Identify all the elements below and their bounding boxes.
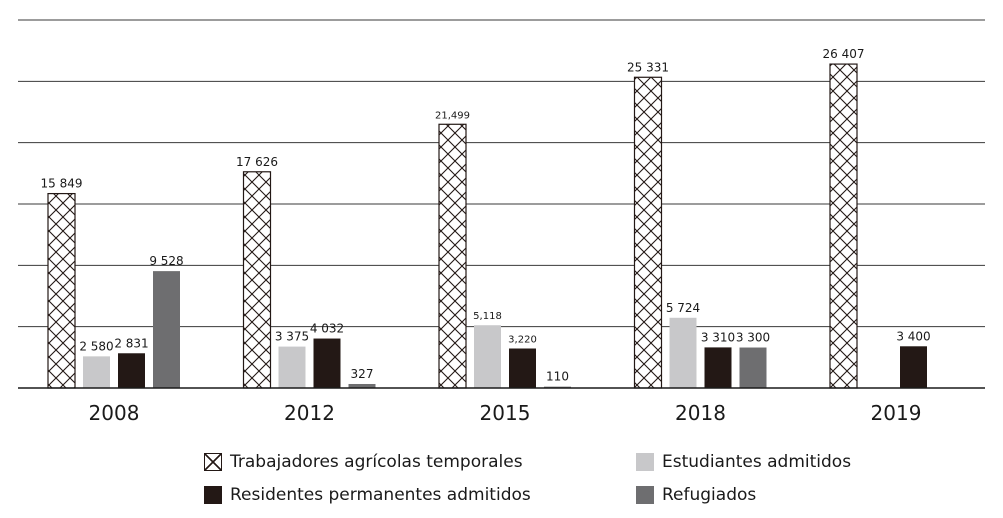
legend-item-refugiados: Refugiados [636, 485, 756, 505]
legend-label-estudiantes: Estudiantes admitidos [662, 452, 852, 472]
value-label-2015-series-0: 21,499 [435, 110, 470, 121]
legend-swatch-trabajadores [204, 453, 222, 471]
value-label-2015-series-2: 3,220 [508, 335, 537, 346]
legend-swatch-residentes [204, 486, 222, 504]
value-label-2018-series-2: 3 310 [701, 330, 735, 344]
x-tick-label-2018: 2018 [675, 401, 726, 425]
bar-2018-series-1 [669, 317, 697, 388]
legend-item-estudiantes: Estudiantes admitidos [636, 452, 851, 472]
x-tick-label-2015: 2015 [480, 401, 531, 425]
value-label-2012-series-3: 327 [351, 367, 374, 381]
value-label-2012-series-0: 17 626 [236, 155, 278, 169]
legend-swatch-refugiados [636, 486, 654, 504]
value-label-2019-series-0: 26 407 [823, 47, 865, 61]
bar-2018-series-2 [704, 347, 732, 388]
value-label-2018-series-0: 25 331 [627, 60, 669, 74]
bar-2012-series-1 [278, 346, 306, 388]
legend-item-trabajadores: Trabajadores agrícolas temporales [204, 452, 523, 472]
value-label-2012-series-2: 4 032 [310, 322, 344, 336]
value-label-2012-series-1: 3 375 [275, 330, 309, 344]
x-tick-label-2019: 2019 [871, 401, 922, 425]
bar-2015-series-0 [438, 123, 467, 389]
value-label-2008-series-3: 9 528 [149, 254, 183, 268]
bar-2019-series-2 [900, 346, 927, 388]
legend-label-residentes: Residentes permanentes admitidos [230, 485, 531, 505]
bar-2018-series-0 [633, 76, 663, 389]
x-axis: 2008 2012 2015 2018 2019 [18, 387, 985, 425]
bar-2019-series-0 [829, 63, 858, 389]
bar-2008-series-2 [118, 353, 145, 388]
value-label-2008-series-1: 2 580 [79, 339, 113, 353]
legend-label-trabajadores: Trabajadores agrícolas temporales [230, 452, 523, 472]
bar-2012-series-3 [348, 383, 376, 388]
value-label-2008-series-0: 15 849 [41, 177, 83, 191]
bar-2012-series-2 [313, 338, 341, 388]
x-tick-label-2008: 2008 [89, 401, 140, 425]
legend-item-residentes: Residentes permanentes admitidos [204, 485, 531, 505]
value-label-2018-series-3: 3 300 [736, 331, 770, 345]
legend-label-refugiados: Refugiados [662, 485, 757, 505]
value-label-2018-series-1: 5 724 [666, 301, 700, 315]
bar-2015-series-1 [474, 325, 501, 388]
bar-2012-series-0 [242, 171, 272, 389]
bar-2015-series-2 [509, 348, 536, 388]
value-label-2008-series-2: 2 831 [114, 336, 148, 350]
bar-2018-series-3 [739, 347, 767, 388]
bar-2008-series-3 [153, 271, 180, 388]
value-label-2015-series-3: 110 [546, 370, 569, 384]
value-label-2019-series-2: 3 400 [896, 329, 930, 343]
x-tick-label-2012: 2012 [284, 401, 335, 425]
gridlines [18, 19, 985, 328]
bar-2008-series-0 [47, 192, 76, 389]
legend-swatch-estudiantes [636, 453, 654, 471]
bar-2008-series-1 [83, 356, 110, 388]
bars [47, 63, 927, 389]
value-label-2015-series-1: 5,118 [473, 311, 502, 322]
